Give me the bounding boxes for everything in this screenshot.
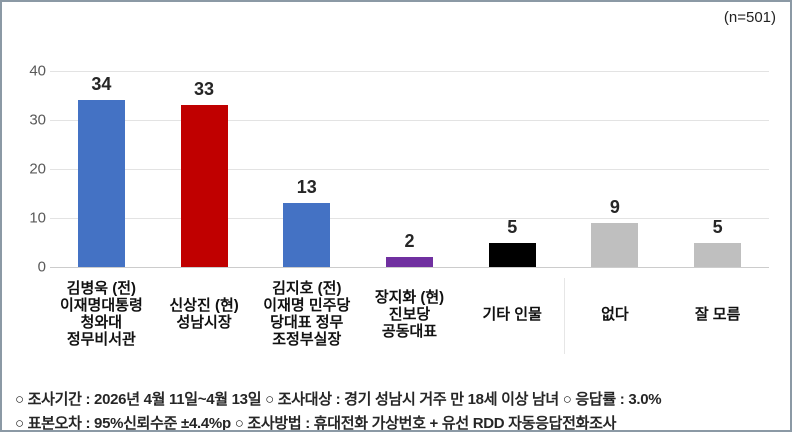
label-cell-divider <box>563 278 565 354</box>
grid-line <box>50 218 769 219</box>
category-label: 김지호 (전) 이재명 민주당 당대표 정무 조정부실장 <box>263 280 351 348</box>
bar <box>694 242 742 267</box>
bar <box>591 222 639 267</box>
bar-value-label: 13 <box>296 177 317 198</box>
bar-value-label: 5 <box>507 216 518 237</box>
category-label: 장지화 (현) 진보당 공동대표 <box>374 288 445 340</box>
bar <box>488 242 536 267</box>
grid-line <box>50 169 769 170</box>
bar <box>180 105 228 267</box>
category-label: 잘 모름 <box>694 305 741 323</box>
y-axis-tick-label: 0 <box>37 258 46 276</box>
y-axis-tick-label: 20 <box>29 160 46 178</box>
survey-footnote-line-2: ○ 표본오차 : 95%신뢰수준 ±4.4%p ○ 조사방법 : 휴대전화 가상… <box>15 415 617 432</box>
bar <box>77 100 125 267</box>
bar-value-label: 5 <box>712 216 723 237</box>
bar <box>386 257 433 267</box>
survey-footnote-line-1: ○ 조사기간 : 2026년 4월 11일~4월 13일 ○ 조사대상 : 경기… <box>15 391 662 408</box>
category-label: 없다 <box>601 305 629 323</box>
sample-size-label: (n=501) <box>723 9 776 26</box>
y-axis-tick-label: 40 <box>29 62 46 80</box>
category-label: 신상진 (현) 성남시장 <box>169 297 239 331</box>
bar-value-label: 9 <box>609 196 620 217</box>
bar-value-label: 34 <box>91 74 112 95</box>
grid-line <box>50 71 769 72</box>
category-label: 기타 인물 <box>482 305 542 323</box>
grid-line <box>50 120 769 121</box>
bar-value-label: 2 <box>404 231 415 252</box>
x-axis-line <box>50 267 769 268</box>
bar-value-label: 33 <box>194 79 215 100</box>
bar <box>283 203 331 267</box>
y-axis-tick-label: 30 <box>29 111 46 129</box>
y-axis-tick-label: 10 <box>29 209 46 227</box>
category-label: 김병욱 (전) 이재명대통령 청와대 정무비서관 <box>59 280 143 348</box>
